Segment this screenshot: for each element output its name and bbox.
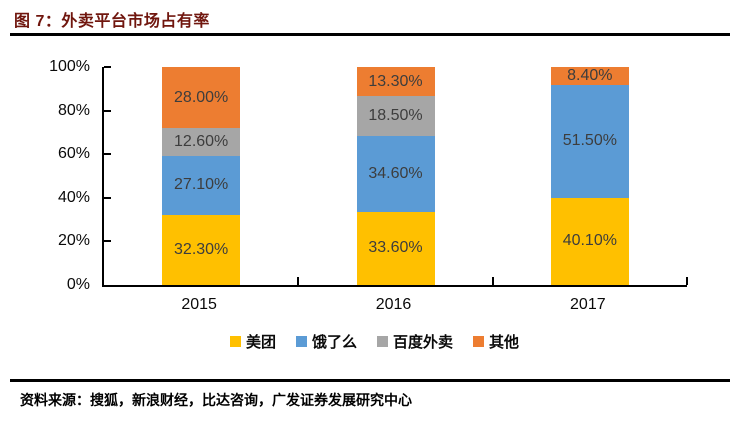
y-axis-label: 60% bbox=[57, 145, 90, 163]
bar-segment-百度外卖: 18.50% bbox=[356, 96, 435, 137]
y-axis-label: 80% bbox=[57, 101, 90, 119]
bar-segment-其他: 8.40% bbox=[550, 67, 629, 86]
data-label: 28.00% bbox=[174, 88, 229, 106]
legend-swatch bbox=[229, 336, 241, 347]
data-label: 8.40% bbox=[567, 67, 613, 85]
bar-segment-其他: 28.00% bbox=[162, 67, 241, 129]
bar-2017: 40.10% 51.50% 8.40% bbox=[550, 67, 629, 285]
legend-swatch bbox=[377, 336, 388, 347]
bar-2016: 33.60% 34.60% 18.50% 13.30% bbox=[356, 67, 435, 285]
x-axis-tick bbox=[686, 277, 688, 285]
data-label: 12.60% bbox=[174, 132, 229, 150]
bar-segment-饿了么: 51.50% bbox=[550, 85, 629, 198]
data-label: 40.10% bbox=[562, 232, 617, 250]
y-axis-label: 40% bbox=[57, 188, 90, 206]
bar-segment-美团: 33.60% bbox=[356, 211, 435, 285]
legend-item-百度外卖: 百度外卖 bbox=[377, 331, 453, 352]
y-axis-label: 0% bbox=[66, 276, 90, 293]
bar-segment-百度外卖: 12.60% bbox=[162, 128, 241, 156]
bar-segment-饿了么: 27.10% bbox=[162, 155, 241, 215]
x-axis-label: 2017 bbox=[570, 296, 606, 313]
bar-segment-饿了么: 34.60% bbox=[356, 136, 435, 212]
data-label: 27.10% bbox=[174, 176, 229, 194]
data-label: 34.60% bbox=[368, 165, 423, 183]
y-axis-tick bbox=[104, 153, 111, 156]
legend-item-饿了么: 饿了么 bbox=[295, 331, 357, 352]
legend-swatch bbox=[473, 336, 485, 347]
bar-segment-美团: 40.10% bbox=[550, 197, 629, 285]
bottom-divider bbox=[10, 379, 730, 382]
legend-label: 百度外卖 bbox=[393, 335, 454, 351]
bar-segment-美团: 32.30% bbox=[162, 214, 241, 285]
figure-title: 图 7：外卖平台市场占有率 bbox=[14, 13, 210, 30]
legend-label: 美团 bbox=[245, 335, 276, 351]
legend-item-其他: 其他 bbox=[473, 331, 519, 352]
data-label: 18.50% bbox=[368, 107, 423, 125]
legend-item-美团: 美团 bbox=[229, 331, 276, 352]
data-label: 32.30% bbox=[174, 240, 229, 258]
data-label: 51.50% bbox=[562, 132, 617, 150]
legend-label: 饿了么 bbox=[311, 335, 357, 351]
data-label: 33.60% bbox=[368, 239, 423, 257]
x-axis-label: 2016 bbox=[375, 296, 412, 313]
legend: 美团 饿了么 百度外卖 其他 bbox=[0, 331, 749, 352]
legend-label: 其他 bbox=[489, 335, 520, 351]
x-axis-tick bbox=[297, 277, 300, 285]
source-note: 资料来源：搜狐，新浪财经，比达咨询，广发证券发展研究中心 bbox=[20, 394, 412, 409]
y-axis-tick bbox=[104, 196, 111, 199]
data-label: 13.30% bbox=[368, 72, 423, 90]
y-axis-tick bbox=[104, 240, 111, 243]
y-axis-label: 100% bbox=[49, 58, 90, 75]
y-axis-tick bbox=[104, 66, 111, 68]
y-axis-label: 20% bbox=[57, 232, 90, 250]
plot-area: 32.30% 27.10% 12.60% 28.00% 33.60% 34.60% 18.5… bbox=[102, 66, 688, 287]
y-axis-tick bbox=[104, 109, 111, 112]
x-axis-tick bbox=[491, 277, 494, 285]
bar-segment-其他: 13.30% bbox=[356, 67, 435, 97]
x-axis-label: 2015 bbox=[181, 296, 217, 313]
bar-2015: 32.30% 27.10% 12.60% 28.00% bbox=[162, 67, 241, 285]
top-divider bbox=[10, 33, 730, 36]
legend-swatch bbox=[295, 336, 307, 347]
